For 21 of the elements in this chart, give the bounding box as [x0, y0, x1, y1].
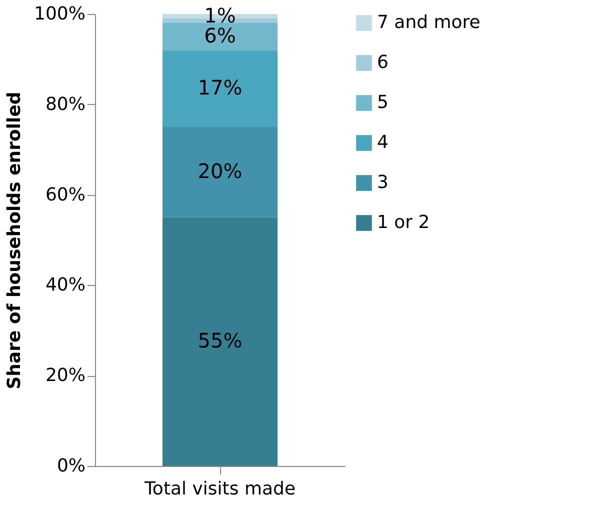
x-tick-label: Total visits made — [143, 478, 296, 500]
legend-label: 7 and more — [377, 12, 480, 33]
data-label: 20% — [198, 159, 242, 184]
y-tick-label: 0% — [56, 456, 86, 476]
bar — [162, 127, 278, 218]
legend-label: 5 — [377, 92, 388, 113]
y-axis-title: Share of households enrolled — [4, 92, 26, 390]
bar — [162, 50, 278, 127]
legend-label: 4 — [377, 132, 388, 153]
data-label: 17% — [198, 76, 242, 100]
y-tick-label: 60% — [45, 184, 86, 206]
y-tick-label: 80% — [45, 94, 86, 115]
y-tick-label: 40% — [45, 274, 86, 296]
y-tick-label: 100% — [34, 4, 86, 24]
y-tick-label: 20% — [45, 365, 86, 386]
legend-label: 1 or 2 — [377, 212, 430, 233]
legend-label: 3 — [377, 172, 388, 193]
bar — [162, 217, 278, 466]
bar — [162, 23, 278, 50]
legend-label: 6 — [377, 52, 388, 73]
data-label: 55% — [198, 328, 242, 353]
